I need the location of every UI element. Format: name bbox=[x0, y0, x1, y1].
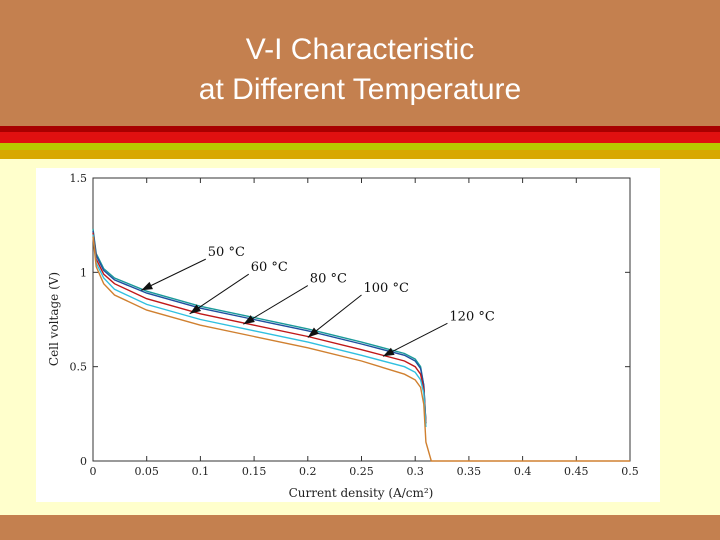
stripe-gold bbox=[0, 150, 720, 159]
series-line-1 bbox=[92, 228, 427, 424]
annotation-arrow-line bbox=[141, 258, 206, 291]
vi-characteristic-chart: 0 0.05 0.1 0.15 0.2 0.25 0.3 0.35 0.4 0.45 0.5 0 0.5… bbox=[47, 172, 639, 500]
x-tick-label: 0.05 bbox=[134, 465, 159, 478]
series-line-2 bbox=[92, 230, 427, 424]
y-tick-label: 1.5 bbox=[70, 172, 88, 185]
y-tick-label: 1 bbox=[80, 266, 87, 279]
annotation-arrow-head bbox=[141, 281, 153, 291]
annotation-arrow-head bbox=[243, 315, 255, 325]
slide-title-line-1: V-I Characteristic bbox=[245, 33, 475, 66]
annotation-label: 60 °C bbox=[251, 260, 288, 275]
y-axis-label: Cell voltage (V) bbox=[47, 272, 61, 366]
annotation-arrow-line bbox=[307, 294, 362, 338]
x-tick-label: 0.4 bbox=[514, 465, 532, 478]
annotations: 50 °C 60 °C 80 °C 100 °C 120 °C bbox=[141, 245, 495, 357]
chart-panel: 0 0.05 0.1 0.15 0.2 0.25 0.3 0.35 0.4 0.45 0.5 0 0.5… bbox=[36, 168, 660, 502]
x-tick-label: 0 bbox=[90, 465, 97, 478]
stripe-red bbox=[0, 132, 720, 143]
x-tick-label: 0.3 bbox=[406, 465, 424, 478]
axis-ticks: 0 0.05 0.1 0.15 0.2 0.25 0.3 0.35 0.4 0.45 0.5 0 0.5… bbox=[70, 172, 639, 478]
x-tick-label: 0.15 bbox=[242, 465, 267, 478]
x-tick-label: 0.1 bbox=[192, 465, 210, 478]
stripe-dark-red bbox=[0, 126, 720, 132]
annotation-arrow-line bbox=[382, 322, 448, 357]
x-tick-label: 0.5 bbox=[621, 465, 639, 478]
annotation-label: 80 °C bbox=[310, 272, 347, 287]
annotation-arrow-head bbox=[189, 304, 202, 314]
annotation-arrow-head bbox=[382, 347, 395, 357]
annotation-label: 50 °C bbox=[208, 245, 245, 260]
slide-footer bbox=[0, 515, 720, 540]
stripe-green bbox=[0, 143, 720, 150]
x-axis-label: Current density (A/cm²) bbox=[289, 486, 434, 500]
annotation-arrow-line bbox=[189, 273, 250, 315]
annotation-label: 120 °C bbox=[449, 309, 494, 324]
annotation-label: 100 °C bbox=[364, 281, 409, 296]
x-tick-label: 0.35 bbox=[457, 465, 482, 478]
series-line-3 bbox=[92, 232, 427, 424]
series-lines bbox=[92, 228, 630, 462]
annotation-arrow-line bbox=[243, 285, 309, 325]
x-tick-label: 0.45 bbox=[564, 465, 589, 478]
x-tick-label: 0.25 bbox=[349, 465, 374, 478]
slide-title-line-2: at Different Temperature bbox=[198, 73, 522, 106]
x-tick-label: 0.2 bbox=[299, 465, 317, 478]
series-line-4 bbox=[92, 234, 427, 428]
annotation-arrow-head bbox=[307, 327, 319, 338]
y-tick-label: 0 bbox=[80, 455, 87, 468]
plot-frame bbox=[92, 177, 631, 462]
y-tick-label: 0.5 bbox=[70, 361, 88, 374]
series-line-5 bbox=[92, 236, 630, 462]
slide-title: V-I Characteristic at Different Temperat… bbox=[0, 30, 720, 110]
slide-header: V-I Characteristic at Different Temperat… bbox=[0, 0, 720, 126]
